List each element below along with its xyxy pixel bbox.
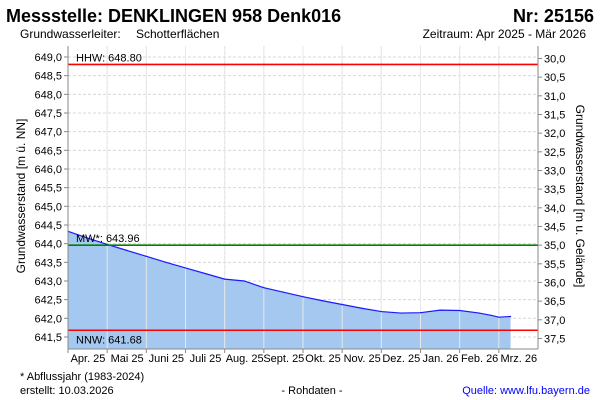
period: Zeitraum: Apr 2025 - Mär 2026 [423, 27, 587, 41]
y-tick-label-left: 641,5 [34, 332, 62, 344]
y-tick-label-left: 646,5 [34, 145, 62, 157]
y-tick-label-right: 30,0 [544, 53, 565, 65]
data-point [126, 249, 128, 251]
data-point [204, 272, 206, 275]
y-tick-label-right: 32,0 [544, 128, 565, 140]
reference-label: MW*: 643.96 [76, 233, 140, 245]
station-title: Messstelle: DENKLINGEN 958 Denk016 [6, 6, 341, 26]
y-tick-label-right: 31,0 [544, 91, 565, 103]
station-number: Nr: 25156 [513, 6, 594, 26]
data-point [509, 315, 512, 318]
y-tick-label-right: 35,5 [544, 259, 565, 271]
data-point [380, 310, 382, 313]
data-point [224, 278, 226, 280]
y-tick-label-left: 644,5 [34, 220, 62, 232]
x-tick-label: Apr. 25 [71, 353, 106, 365]
y-tick-label-left: 643,0 [34, 276, 62, 288]
data-point [439, 309, 441, 311]
y-tick-label-right: 33,0 [544, 165, 565, 177]
y-tick-label-right: 33,5 [544, 184, 565, 196]
y-tick-label-left: 645,0 [34, 201, 62, 213]
data-point [145, 255, 147, 257]
x-tick-label: Juli 25 [190, 353, 222, 365]
y-tick-label-right: 36,0 [544, 277, 565, 289]
y-tick-label-left: 646,0 [34, 164, 62, 176]
data-point [478, 312, 480, 314]
data-point [498, 316, 500, 318]
y-tick-label-right: 37,0 [544, 315, 565, 327]
aquifer-label: Grundwasserleiter: [20, 27, 121, 41]
data-point [263, 287, 265, 289]
x-tick-label: Mai 25 [111, 353, 144, 365]
y-tick-label-right: 31,5 [544, 109, 565, 121]
x-tick-label: Sept. 25 [263, 353, 304, 365]
data-point [361, 307, 363, 309]
y-tick-label-right: 36,5 [544, 296, 565, 308]
y-tick-label-right: 34,5 [544, 221, 565, 233]
x-tick-label: Aug. 25 [226, 353, 264, 365]
y-tick-label-left: 642,5 [34, 295, 62, 307]
level-area [68, 231, 511, 349]
data-point [490, 314, 492, 316]
data-point [86, 237, 89, 239]
data-point [321, 300, 324, 302]
footnote: * Abflussjahr (1983-2024) [20, 371, 144, 383]
y-tick-label-right: 30,5 [544, 72, 565, 84]
y-tick-label-left: 647,0 [34, 127, 62, 139]
y-tick-label-left: 648,5 [34, 71, 62, 83]
y-axis-label-left: Grundwasserstand [m ü. NN] [14, 119, 28, 274]
y-tick-label-left: 642,0 [34, 313, 62, 325]
y-tick-label-left: 643,5 [34, 257, 62, 269]
data-point [419, 312, 422, 314]
data-point [400, 312, 402, 314]
x-tick-label: Okt. 25 [305, 353, 340, 365]
source-link[interactable]: Quelle: www.lfu.bayern.de [462, 385, 590, 397]
y-tick-label-right: 32,5 [544, 147, 565, 159]
data-point [184, 267, 187, 269]
data-point [282, 291, 285, 293]
data-point [165, 261, 167, 263]
x-tick-label: Mrz. 26 [500, 353, 537, 365]
raw-data-note: - Rohdaten - [281, 385, 342, 397]
created-date: erstellt: 10.03.2026 [20, 385, 114, 397]
y-tick-label-left: 647,5 [34, 108, 62, 120]
x-tick-label: Nov. 25 [344, 353, 381, 365]
data-point [459, 309, 461, 312]
aquifer-value: Schotterflächen [136, 27, 219, 41]
y-tick-label-left: 649,0 [34, 52, 62, 64]
y-tick-label-right: 37,5 [544, 333, 565, 345]
data-point [243, 280, 245, 282]
data-point [341, 303, 343, 306]
reference-label: NNW: 641.68 [76, 334, 142, 346]
y-tick-label-left: 648,0 [34, 89, 62, 101]
y-tick-label-left: 645,5 [34, 183, 62, 195]
y-tick-label-right: 34,0 [544, 203, 565, 215]
x-tick-label: Dez. 25 [382, 353, 420, 365]
y-tick-label-right: 35,0 [544, 240, 565, 252]
x-tick-label: Juni 25 [149, 353, 184, 365]
y-tick-label-left: 644,0 [34, 239, 62, 251]
x-tick-label: Jan. 26 [422, 353, 458, 365]
y-axis-label-right: Grundwasserstand [m u. Gelände] [573, 105, 587, 288]
reference-label: HHW: 648.80 [76, 52, 142, 64]
data-point [302, 296, 304, 298]
x-tick-label: Feb. 26 [461, 353, 498, 365]
